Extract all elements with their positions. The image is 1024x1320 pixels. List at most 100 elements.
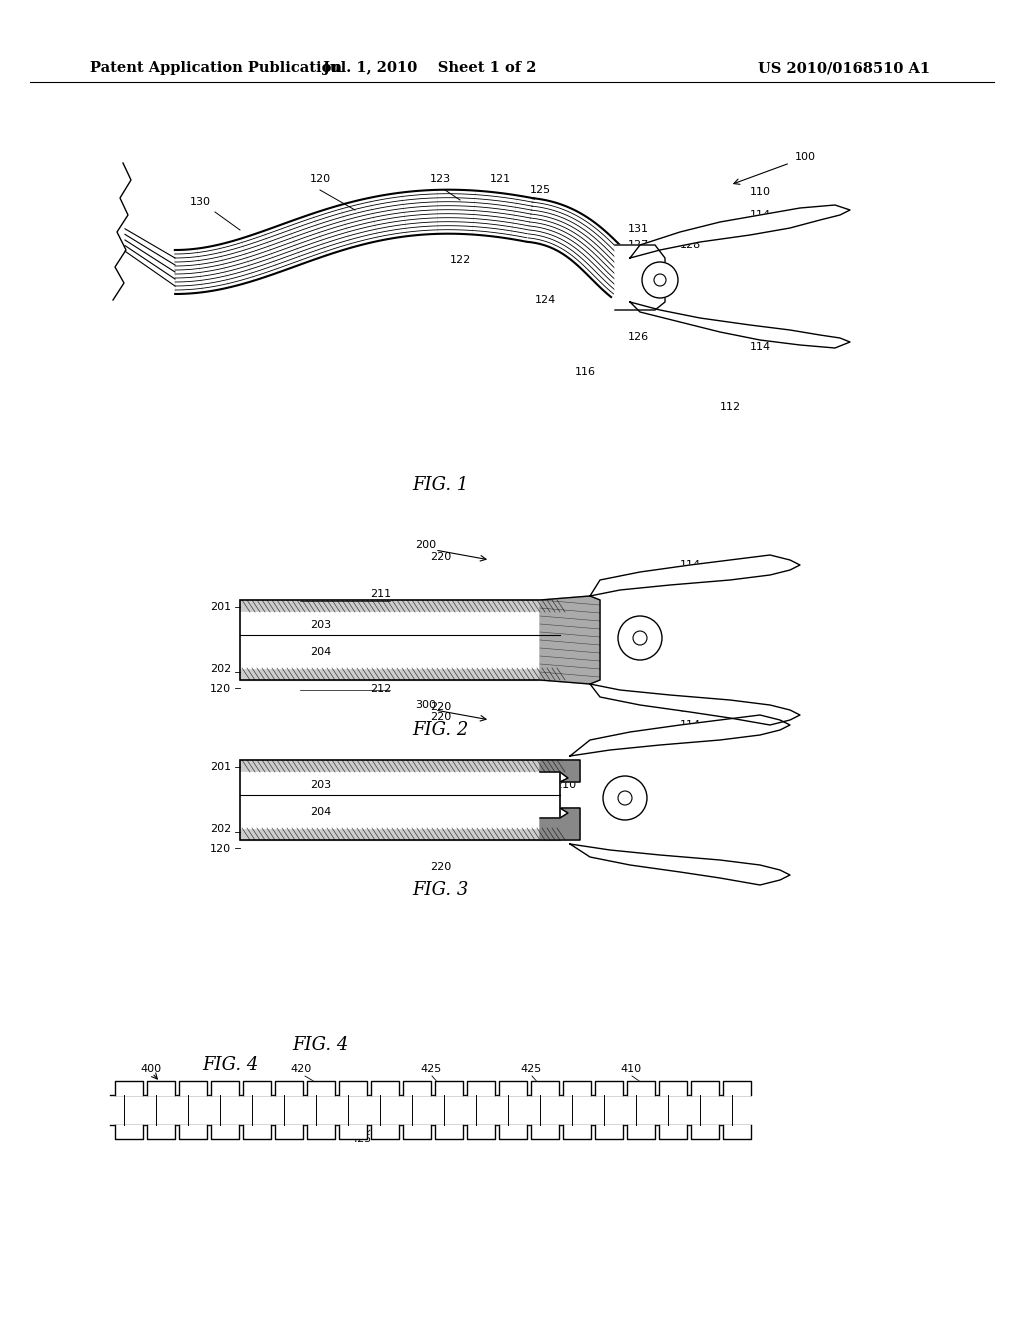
Text: 204: 204 [310, 647, 331, 657]
Polygon shape [590, 554, 800, 597]
Text: 121: 121 [490, 174, 511, 183]
Text: 202: 202 [210, 664, 231, 675]
Text: 120: 120 [210, 684, 231, 694]
Text: 202: 202 [210, 824, 231, 834]
Polygon shape [563, 1081, 591, 1096]
Circle shape [618, 616, 662, 660]
Text: 232: 232 [520, 632, 542, 642]
Polygon shape [563, 1125, 591, 1139]
Text: 204: 204 [310, 807, 331, 817]
Polygon shape [307, 1125, 335, 1139]
Polygon shape [595, 1081, 623, 1096]
Polygon shape [240, 760, 560, 840]
Text: 220: 220 [430, 702, 452, 711]
Polygon shape [570, 715, 790, 756]
Polygon shape [339, 1125, 367, 1139]
Polygon shape [240, 760, 560, 772]
Text: 410: 410 [620, 1064, 641, 1074]
Text: 231: 231 [520, 614, 541, 624]
Text: 114: 114 [750, 210, 771, 220]
Circle shape [603, 776, 647, 820]
Polygon shape [243, 1081, 271, 1096]
Text: 114: 114 [680, 704, 701, 714]
Polygon shape [339, 1081, 367, 1096]
Text: 220: 220 [430, 552, 452, 562]
Text: FIG. 4: FIG. 4 [292, 1036, 348, 1053]
Polygon shape [435, 1125, 463, 1139]
Polygon shape [371, 1125, 399, 1139]
Text: 124: 124 [535, 294, 556, 305]
Text: 201: 201 [210, 602, 231, 612]
Polygon shape [590, 684, 800, 725]
Text: 420: 420 [290, 1064, 311, 1074]
Text: 122: 122 [450, 255, 471, 265]
Text: Patent Application Publication: Patent Application Publication [90, 61, 342, 75]
Polygon shape [243, 1125, 271, 1139]
Polygon shape [403, 1081, 431, 1096]
Polygon shape [595, 1125, 623, 1139]
Text: 130: 130 [190, 197, 211, 207]
Text: 125: 125 [530, 185, 551, 195]
Polygon shape [531, 1081, 559, 1096]
Polygon shape [499, 1081, 527, 1096]
Polygon shape [627, 1125, 655, 1139]
Text: 110: 110 [750, 187, 771, 197]
Text: 300: 300 [415, 700, 436, 710]
Text: Jul. 1, 2010    Sheet 1 of 2: Jul. 1, 2010 Sheet 1 of 2 [324, 61, 537, 75]
Polygon shape [115, 1125, 143, 1139]
Text: US 2010/0168510 A1: US 2010/0168510 A1 [758, 61, 930, 75]
Polygon shape [240, 601, 560, 680]
Polygon shape [630, 302, 850, 348]
Polygon shape [211, 1081, 239, 1096]
Polygon shape [630, 205, 850, 257]
Text: 114: 114 [680, 865, 701, 874]
Text: FIG. 3: FIG. 3 [412, 880, 468, 899]
Polygon shape [403, 1125, 431, 1139]
Text: 120: 120 [210, 843, 231, 854]
Polygon shape [240, 668, 560, 680]
Polygon shape [240, 772, 560, 828]
Polygon shape [110, 1096, 750, 1125]
Polygon shape [499, 1125, 527, 1139]
Polygon shape [723, 1081, 751, 1096]
Polygon shape [467, 1125, 495, 1139]
Polygon shape [723, 1125, 751, 1139]
Polygon shape [275, 1125, 303, 1139]
Circle shape [642, 261, 678, 298]
Polygon shape [540, 808, 580, 840]
Text: 128: 128 [680, 240, 701, 249]
Text: 212: 212 [370, 684, 391, 694]
Text: 114: 114 [680, 560, 701, 570]
Text: 123: 123 [430, 174, 452, 183]
Bar [240, 601, 560, 680]
Bar [240, 760, 560, 840]
Polygon shape [659, 1081, 687, 1096]
Polygon shape [275, 1081, 303, 1096]
Polygon shape [371, 1081, 399, 1096]
Text: 120: 120 [310, 174, 331, 183]
Text: 425: 425 [420, 1064, 441, 1074]
Text: 210: 210 [555, 780, 577, 789]
Polygon shape [115, 1081, 143, 1096]
Text: 200: 200 [415, 540, 436, 550]
Polygon shape [118, 162, 272, 276]
Text: 400: 400 [140, 1064, 161, 1074]
Polygon shape [467, 1081, 495, 1096]
Text: FIG. 1: FIG. 1 [412, 477, 468, 494]
Polygon shape [627, 1081, 655, 1096]
Polygon shape [240, 828, 560, 840]
Polygon shape [179, 1081, 207, 1096]
Text: 116: 116 [575, 367, 596, 378]
Text: 220: 220 [430, 711, 452, 722]
Polygon shape [540, 760, 580, 781]
Text: 133: 133 [628, 253, 649, 264]
Text: 425: 425 [350, 1134, 372, 1144]
Polygon shape [147, 1125, 175, 1139]
Text: 112: 112 [720, 403, 741, 412]
Polygon shape [435, 1081, 463, 1096]
Text: 114: 114 [750, 342, 771, 352]
Text: 127: 127 [628, 240, 649, 249]
Text: 126: 126 [628, 333, 649, 342]
Polygon shape [240, 612, 560, 668]
Text: FIG. 4: FIG. 4 [202, 1056, 258, 1074]
